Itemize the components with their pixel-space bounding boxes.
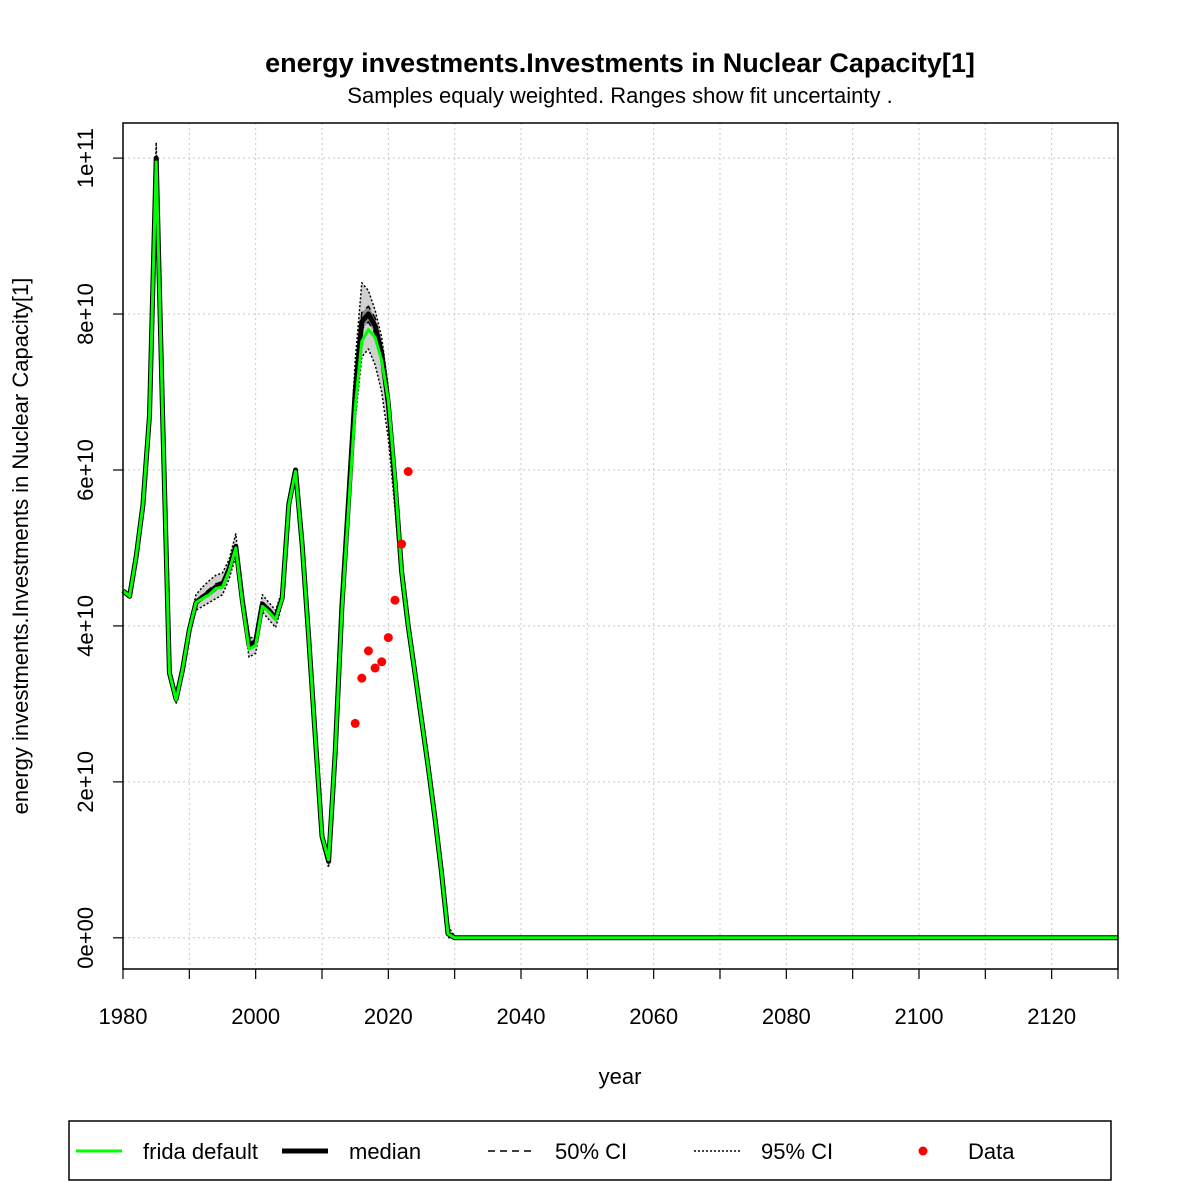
line-median — [121, 155, 1118, 941]
x-tick-label: 2020 — [364, 1004, 413, 1029]
chart-subtitle: Samples equaly weighted. Ranges show fit… — [347, 83, 892, 108]
x-tick-label: 1980 — [99, 1004, 148, 1029]
series-lines — [121, 141, 1118, 941]
data-point — [363, 646, 373, 656]
x-axis-label: year — [599, 1064, 642, 1089]
line-95ci-upper — [122, 141, 1118, 939]
x-tick-label: 2040 — [497, 1004, 546, 1029]
y-tick-label: 0e+00 — [73, 907, 98, 969]
legend: frida default median 50% CI 95% CI Data — [68, 1120, 1112, 1181]
band-95ci — [123, 142, 1118, 938]
legend-label-frida-default: frida default — [143, 1139, 258, 1164]
band-50ci — [123, 158, 1118, 938]
data-point — [383, 633, 393, 643]
plot-frame — [122, 122, 1119, 970]
grid — [123, 123, 1118, 969]
x-tick-label: 2120 — [1027, 1004, 1076, 1029]
ci-bands — [123, 142, 1118, 938]
legend-box — [68, 1120, 1112, 1181]
data-point — [350, 718, 360, 728]
line-50ci-upper — [122, 157, 1118, 939]
y-tick-label: 8e+10 — [73, 283, 98, 345]
y-tick-label: 1e+11 — [73, 128, 98, 188]
data-point — [377, 657, 387, 667]
data-point — [370, 663, 380, 673]
x-axis: 1980 2000 2020 2040 2060 2080 2100 2120 — [99, 968, 1119, 1029]
x-tick-label: 2100 — [895, 1004, 944, 1029]
line-frida-default — [122, 160, 1118, 940]
y-tick-label: 6e+10 — [73, 439, 98, 501]
y-tick-label: 2e+10 — [73, 751, 98, 813]
data-points — [350, 467, 413, 728]
x-tick-label: 2060 — [629, 1004, 678, 1029]
data-point — [357, 673, 367, 683]
line-95ci-lower — [122, 172, 1118, 939]
legend-label-data: Data — [968, 1139, 1015, 1164]
legend-label-95ci: 95% CI — [761, 1139, 833, 1164]
legend-label-50ci: 50% CI — [555, 1139, 627, 1164]
y-tick-label: 4e+10 — [73, 595, 98, 657]
y-axis: 0e+00 2e+10 4e+10 6e+10 8e+10 1e+11 — [73, 123, 124, 969]
legend-key-data — [918, 1146, 928, 1156]
data-point — [390, 595, 400, 605]
data-point — [403, 467, 413, 477]
data-point — [397, 539, 407, 549]
x-tick-label: 2000 — [231, 1004, 280, 1029]
y-axis-label: energy investments.Investments in Nuclea… — [8, 278, 33, 815]
chart-title: energy investments.Investments in Nuclea… — [265, 48, 975, 78]
line-50ci-lower — [122, 158, 1118, 939]
x-tick-label: 2080 — [762, 1004, 811, 1029]
legend-label-median: median — [349, 1139, 421, 1164]
